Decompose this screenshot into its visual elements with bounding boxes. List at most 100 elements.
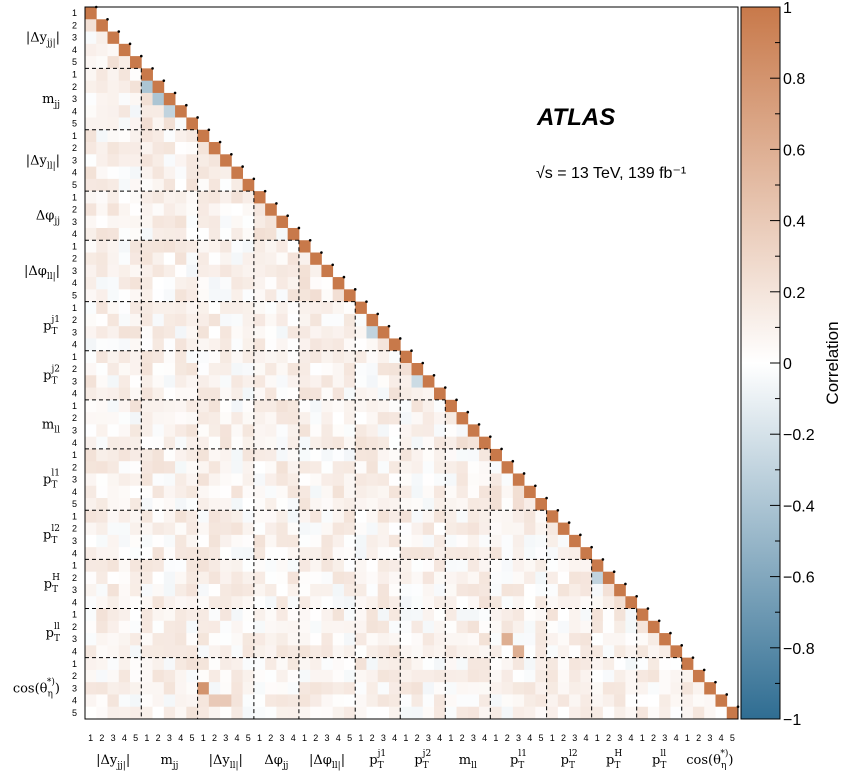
heatmap-cell <box>310 264 322 278</box>
row-bin-label: 3 <box>72 475 77 485</box>
heatmap-cell <box>422 559 435 573</box>
heatmap-cell <box>242 313 255 327</box>
column-bin-label: 3 <box>471 733 476 743</box>
heatmap-cell <box>208 191 221 204</box>
heatmap-cell <box>434 706 446 720</box>
heatmap-cell <box>163 510 176 523</box>
heatmap-cell <box>321 694 334 708</box>
column-group-labels: |Δyjj|| mjj |Δyll|| Δφjj |Δφll|| pTj1 pTj2 mll p… <box>96 748 733 771</box>
heatmap-cell <box>96 191 108 204</box>
heatmap-cell <box>321 277 334 290</box>
heatmap-cell <box>175 510 187 523</box>
heatmap-cell <box>625 682 638 695</box>
heatmap-cell <box>130 129 142 143</box>
heatmap-cell <box>490 571 502 585</box>
heatmap-cell <box>265 547 277 560</box>
heatmap-cell <box>400 436 412 450</box>
heatmap-cell <box>220 571 232 585</box>
heatmap-cell <box>310 522 322 536</box>
heatmap-cell <box>197 166 210 180</box>
heatmap-cell <box>377 682 390 695</box>
heatmap-cell <box>546 645 559 659</box>
heatmap-cell <box>332 399 345 413</box>
heatmap-cell <box>546 596 559 609</box>
heatmap-cell <box>602 682 615 695</box>
heatmap-cell <box>152 657 165 671</box>
heatmap-cell <box>220 363 232 376</box>
heatmap-cell <box>130 682 142 695</box>
heatmap-cell <box>355 363 367 376</box>
heatmap-cell <box>602 669 615 683</box>
heatmap-cell <box>591 596 604 609</box>
heatmap-cell <box>310 657 322 671</box>
heatmap-cell <box>321 436 334 450</box>
heatmap-cell <box>265 583 277 597</box>
heatmap-cell <box>411 510 424 523</box>
column-bin-label: 2 <box>313 733 318 743</box>
heatmap-cell <box>422 510 435 523</box>
group-label: pTH <box>606 749 622 771</box>
heatmap-cell <box>242 191 255 204</box>
heatmap-cell <box>85 608 97 622</box>
heatmap-cell <box>355 448 367 462</box>
heatmap-cell <box>85 620 97 634</box>
heatmap-cell <box>220 682 232 695</box>
heatmap-cell <box>141 669 153 683</box>
heatmap-cell <box>107 706 120 720</box>
heatmap-cell <box>253 399 266 413</box>
column-bin-label: 1 <box>403 733 408 743</box>
heatmap-cell <box>220 620 232 634</box>
heatmap-cell <box>152 547 165 560</box>
column-bin-label: 2 <box>696 733 701 743</box>
heatmap-cell <box>276 669 289 683</box>
heatmap-cell <box>287 252 300 266</box>
heatmap-cell <box>253 669 266 683</box>
heatmap-cell <box>265 412 277 425</box>
heatmap-cell <box>355 412 367 425</box>
heatmap-cell <box>310 608 322 622</box>
heatmap-cell <box>321 350 334 364</box>
heatmap-cell <box>152 252 165 266</box>
heatmap-cell <box>512 596 525 609</box>
heatmap-cell <box>118 178 131 192</box>
heatmap-cell <box>310 571 322 585</box>
heatmap-cell <box>186 363 198 376</box>
heatmap-cell <box>175 522 187 536</box>
heatmap-cell <box>546 657 559 671</box>
heatmap-cell <box>343 301 356 315</box>
heatmap-cell <box>186 301 198 315</box>
diagonal-cell <box>310 252 322 266</box>
diagonal-dot <box>421 361 425 365</box>
heatmap-cell <box>298 252 311 266</box>
column-bin-label: 3 <box>617 733 622 743</box>
heatmap-cell <box>163 706 176 720</box>
diagonal-cell <box>602 571 615 585</box>
diagonal-dot <box>545 496 548 500</box>
heatmap-cell <box>253 264 266 278</box>
heatmap-cell <box>85 142 97 155</box>
heatmap-cell <box>388 363 401 376</box>
row-bin-label: 3 <box>72 683 77 693</box>
heatmap-cell <box>614 608 626 622</box>
column-bin-label: 2 <box>156 733 161 743</box>
heatmap-cell <box>163 326 176 339</box>
heatmap-cell <box>141 301 153 315</box>
heatmap-cell <box>152 498 165 511</box>
column-bin-label: 2 <box>212 733 217 743</box>
heatmap-cell <box>141 510 153 523</box>
heatmap-cell <box>377 571 390 585</box>
heatmap-cell <box>163 485 176 499</box>
heatmap-cell <box>355 461 367 474</box>
group-label: pTl2 <box>561 749 578 771</box>
column-bin-label: 1 <box>302 733 307 743</box>
heatmap-cell <box>310 338 322 352</box>
heatmap-cell <box>175 252 187 266</box>
heatmap-cell <box>276 682 289 695</box>
heatmap-cell <box>186 534 198 548</box>
heatmap-cell <box>163 461 176 474</box>
heatmap-cell <box>287 596 300 609</box>
heatmap-cell <box>152 240 165 253</box>
heatmap-cell <box>355 338 367 352</box>
heatmap-cell <box>377 399 390 413</box>
heatmap-cell <box>411 657 424 671</box>
